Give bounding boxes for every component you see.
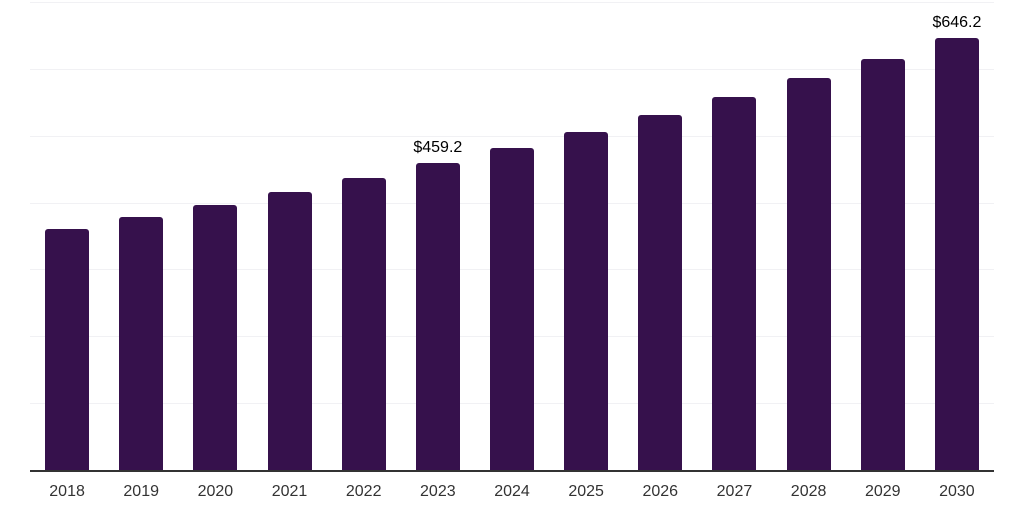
value-label-2023: $459.2 xyxy=(413,138,463,156)
bar-2024 xyxy=(490,147,534,470)
gridline-700 xyxy=(30,2,994,3)
bar-2028 xyxy=(786,78,831,470)
x-tick-label-2021: 2021 xyxy=(271,483,308,500)
bar-2018 xyxy=(45,229,90,470)
x-axis-line xyxy=(30,470,994,472)
x-tick-label-2029: 2029 xyxy=(864,483,901,500)
bar-2019 xyxy=(119,217,164,470)
x-tick-label-2019: 2019 xyxy=(123,483,159,500)
x-tick-label-2022: 2022 xyxy=(345,483,382,500)
bar-2022 xyxy=(341,177,386,470)
bar-2029 xyxy=(860,58,905,470)
bar-2021 xyxy=(267,191,312,470)
x-tick-label-2026: 2026 xyxy=(642,483,679,500)
x-tick-label-2024: 2024 xyxy=(494,483,530,500)
x-tick-label-2020: 2020 xyxy=(197,483,234,500)
bar-2023 xyxy=(415,162,460,470)
x-tick-label-2027: 2027 xyxy=(716,483,753,500)
bar-2020 xyxy=(193,204,238,470)
gridline-500 xyxy=(30,135,994,137)
x-tick-label-2018: 2018 xyxy=(49,483,85,500)
x-tick-label-2025: 2025 xyxy=(568,483,604,500)
x-tick-label-2030: 2030 xyxy=(939,483,975,500)
gridline-600 xyxy=(30,68,994,70)
bar-2027 xyxy=(712,96,757,470)
bar-2026 xyxy=(638,114,683,470)
bar-2025 xyxy=(564,131,609,470)
value-label-2030: $646.2 xyxy=(932,13,982,31)
x-tick-label-2028: 2028 xyxy=(790,483,827,500)
bar-2030 xyxy=(934,37,979,470)
x-tick-label-2023: 2023 xyxy=(420,483,456,500)
